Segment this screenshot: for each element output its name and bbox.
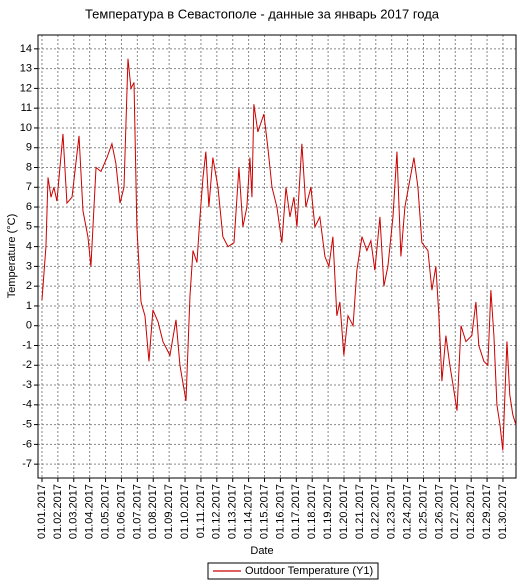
legend-box	[207, 562, 379, 580]
y-tick-label: 7	[26, 181, 32, 193]
x-tick-label: 01.06.2017	[115, 484, 127, 539]
y-tick-label: 1	[26, 300, 32, 312]
x-tick-label: 01.25.2017	[417, 484, 429, 539]
y-tick-label: 4	[26, 241, 32, 253]
x-tick-label: 01.07.2017	[131, 484, 143, 539]
x-tick-label: 01.02.2017	[52, 484, 64, 539]
y-tick-label: -3	[22, 379, 32, 391]
x-tick-label: 01.05.2017	[99, 484, 111, 539]
x-tick-label: 01.28.2017	[465, 484, 477, 539]
x-tick-label: 01.08.2017	[147, 484, 159, 539]
x-tick-label: 01.04.2017	[84, 484, 96, 539]
series-line	[41, 58, 517, 451]
y-tick-label: -4	[22, 399, 32, 411]
y-tick-label: 0	[26, 320, 32, 332]
x-tick-label: 01.13.2017	[227, 484, 239, 539]
y-tick-label: 2	[26, 280, 32, 292]
x-tick-label: 01.24.2017	[401, 484, 413, 539]
x-tick-label: 01.18.2017	[306, 484, 318, 539]
y-tick-label: 12	[20, 82, 32, 94]
y-tick-label: 9	[26, 142, 32, 154]
y-tick-label: -1	[22, 339, 32, 351]
x-tick-label: 01.12.2017	[211, 484, 223, 539]
legend: Outdoor Temperature (Y1)	[207, 562, 379, 580]
y-tick-label: -7	[22, 458, 32, 470]
x-tick-label: 01.30.2017	[497, 484, 509, 539]
x-tick-label: 01.16.2017	[274, 484, 286, 539]
x-tick-label: 01.10.2017	[179, 484, 191, 539]
x-tick-label: 01.15.2017	[258, 484, 270, 539]
y-tick-label: 3	[26, 260, 32, 272]
x-tick-label: 01.23.2017	[386, 484, 398, 539]
x-tick-label: 01.17.2017	[290, 484, 302, 539]
y-tick-label: 6	[26, 201, 32, 213]
y-tick-label: 8	[26, 161, 32, 173]
chart-title: Температура в Севастополе - данные за ян…	[85, 6, 440, 21]
x-tick-label: 01.22.2017	[370, 484, 382, 539]
x-tick-label: 01.03.2017	[68, 484, 80, 539]
y-axis-title: Temperature (°C)	[6, 214, 18, 298]
y-tick-label: -5	[22, 419, 32, 431]
x-tick-label: 01.01.2017	[36, 484, 48, 539]
x-tick-label: 01.26.2017	[433, 484, 445, 539]
x-tick-label: 01.14.2017	[243, 484, 255, 539]
x-axis-title: Date	[250, 545, 273, 557]
y-tick-label: -6	[22, 438, 32, 450]
y-tick-label: 11	[21, 102, 32, 114]
x-tick-label: 01.09.2017	[163, 484, 175, 539]
x-tick-label: 01.11.2017	[195, 484, 207, 538]
y-tick-label: -2	[22, 359, 32, 371]
x-tick-label: 01.21.2017	[354, 484, 366, 539]
y-tick-label: 14	[20, 43, 32, 55]
y-tick-label: 13	[20, 63, 32, 75]
legend-label: Outdoor Temperature (Y1)	[245, 565, 373, 577]
x-tick-label: 01.27.2017	[449, 484, 461, 539]
x-tick-label: 01.19.2017	[322, 484, 334, 539]
x-tick-label: 01.20.2017	[338, 484, 350, 539]
x-tick-label: 01.29.2017	[481, 484, 493, 539]
plot-frame	[37, 34, 517, 479]
y-tick-label: 10	[20, 122, 32, 134]
y-tick-label: 5	[26, 221, 32, 233]
